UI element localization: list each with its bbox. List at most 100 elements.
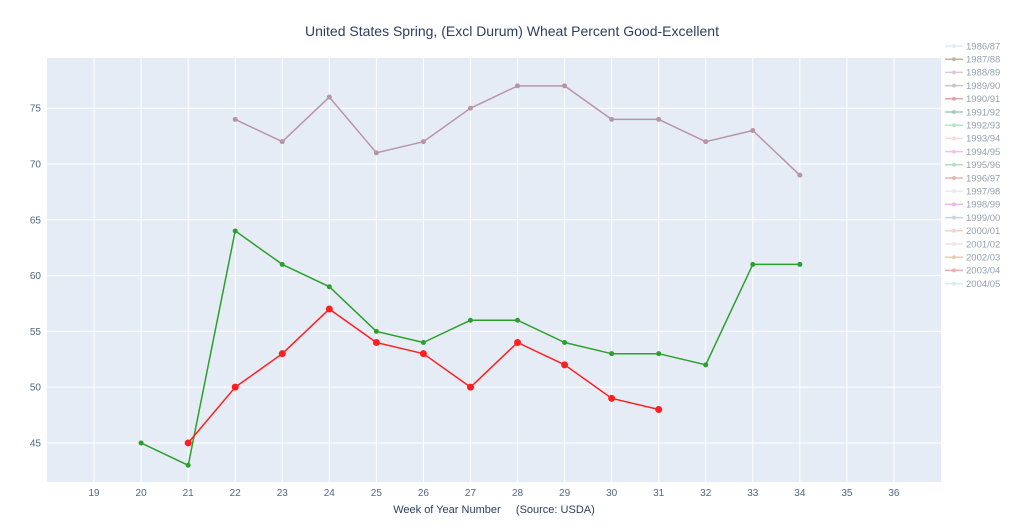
legend-swatch-marker: [952, 83, 956, 88]
legend-label: 2000/01: [966, 226, 1000, 237]
x-tick-label: 27: [465, 488, 477, 499]
x-tick-label: 31: [653, 488, 665, 499]
legend-swatch-marker: [952, 176, 956, 180]
y-tick-label: 55: [30, 327, 42, 338]
legend-item[interactable]: 2003/04: [945, 266, 1000, 277]
legend-label: 1989/90: [966, 81, 1000, 92]
y-tick-label: 70: [30, 160, 42, 171]
legend-label: 1986/87: [966, 41, 1000, 52]
data-point: [420, 139, 426, 145]
data-point: [609, 116, 615, 122]
legend-label: 1997/98: [966, 187, 1000, 198]
data-point: [750, 261, 756, 267]
legend-swatch-marker: [952, 242, 956, 246]
data-point: [562, 340, 568, 346]
legend-swatch-marker: [952, 123, 956, 128]
legend-item[interactable]: 2002/03: [945, 253, 1000, 264]
legend-label: 2001/02: [966, 239, 1000, 250]
data-point: [609, 351, 615, 357]
data-point: [232, 116, 238, 122]
data-point: [514, 339, 522, 347]
x-tick-label: 22: [230, 488, 242, 499]
data-point: [278, 350, 286, 358]
legend-item[interactable]: 1994/95: [945, 147, 1000, 158]
x-tick-label: 28: [512, 488, 524, 499]
legend-label: 1991/92: [966, 107, 1000, 118]
legend-item[interactable]: 1988/89: [945, 68, 1000, 79]
x-tick-label: 26: [418, 488, 430, 499]
legend-item[interactable]: 1997/98: [945, 187, 1000, 198]
data-point: [138, 440, 144, 446]
x-tick-label: 29: [559, 488, 571, 499]
legend-item[interactable]: 1987/88: [945, 55, 1000, 66]
y-tick-label: 60: [30, 271, 42, 282]
legend[interactable]: 1986/87 1987/88 1988/89 1989/90 1990/91 1991/…: [945, 41, 1000, 290]
legend-item[interactable]: 1996/97: [945, 173, 1000, 184]
legend-swatch-marker: [952, 162, 956, 167]
data-point: [373, 328, 379, 334]
legend-label: 1994/95: [966, 147, 1000, 158]
legend-label: 1988/89: [966, 68, 1000, 79]
legend-swatch-marker: [952, 268, 956, 273]
x-tick-label: 25: [371, 488, 383, 499]
data-point: [185, 462, 191, 468]
legend-label: 1999/00: [966, 213, 1000, 224]
x-tick-label: 36: [888, 488, 900, 499]
legend-item[interactable]: 1990/91: [945, 94, 1000, 105]
data-point: [419, 350, 427, 358]
legend-item[interactable]: 2001/02: [945, 239, 1000, 250]
legend-item[interactable]: 1998/99: [945, 200, 1000, 211]
legend-item[interactable]: 2004/05: [945, 279, 1000, 290]
y-axis-ticks: 45 50 55 60 65 70 75: [30, 104, 42, 450]
legend-label: 2002/03: [966, 253, 1000, 264]
data-point: [279, 261, 285, 267]
legend-label: 1996/97: [966, 173, 1000, 184]
data-point: [372, 339, 380, 347]
legend-label: 1992/93: [966, 121, 1000, 132]
data-point: [703, 362, 709, 368]
data-point: [325, 305, 333, 313]
x-tick-label: 32: [700, 488, 712, 499]
data-point: [232, 228, 238, 234]
legend-item[interactable]: 1989/90: [945, 81, 1000, 92]
y-tick-label: 45: [30, 438, 42, 449]
data-point: [515, 317, 521, 323]
legend-swatch-marker: [952, 255, 956, 260]
data-point: [231, 383, 239, 391]
legend-swatch-marker: [952, 57, 956, 62]
legend-swatch-marker: [952, 96, 956, 101]
plot-area: [47, 58, 941, 482]
legend-label: 1998/99: [966, 200, 1000, 211]
legend-label: 1995/96: [966, 160, 1000, 171]
legend-item[interactable]: 1993/94: [945, 134, 1000, 145]
legend-swatch-marker: [952, 110, 956, 114]
legend-label: 1987/88: [966, 55, 1000, 66]
x-tick-label: 30: [606, 488, 618, 499]
data-point: [797, 261, 803, 267]
legend-item[interactable]: 2000/01: [945, 226, 1000, 237]
x-tick-label: 34: [794, 488, 806, 499]
data-point: [703, 139, 709, 145]
data-point: [467, 317, 473, 323]
data-point: [656, 116, 662, 122]
legend-swatch-marker: [952, 44, 956, 48]
data-point: [326, 284, 332, 290]
legend-item[interactable]: 1986/87: [945, 41, 1000, 52]
data-point: [797, 172, 803, 178]
legend-swatch-marker: [952, 281, 956, 286]
legend-label: 1990/91: [966, 94, 1000, 105]
legend-item[interactable]: 1995/96: [945, 160, 1000, 171]
legend-swatch-marker: [952, 149, 956, 154]
y-tick-label: 75: [30, 104, 42, 115]
x-tick-label: 23: [277, 488, 289, 499]
x-tick-label: 35: [841, 488, 853, 499]
data-point: [562, 83, 568, 89]
legend-swatch-marker: [952, 228, 956, 233]
data-point: [184, 439, 192, 447]
legend-item[interactable]: 1991/92: [945, 107, 1000, 118]
legend-item[interactable]: 1992/93: [945, 121, 1000, 132]
data-point: [326, 94, 332, 100]
series-group: [138, 83, 803, 468]
legend-item[interactable]: 1999/00: [945, 213, 1000, 224]
